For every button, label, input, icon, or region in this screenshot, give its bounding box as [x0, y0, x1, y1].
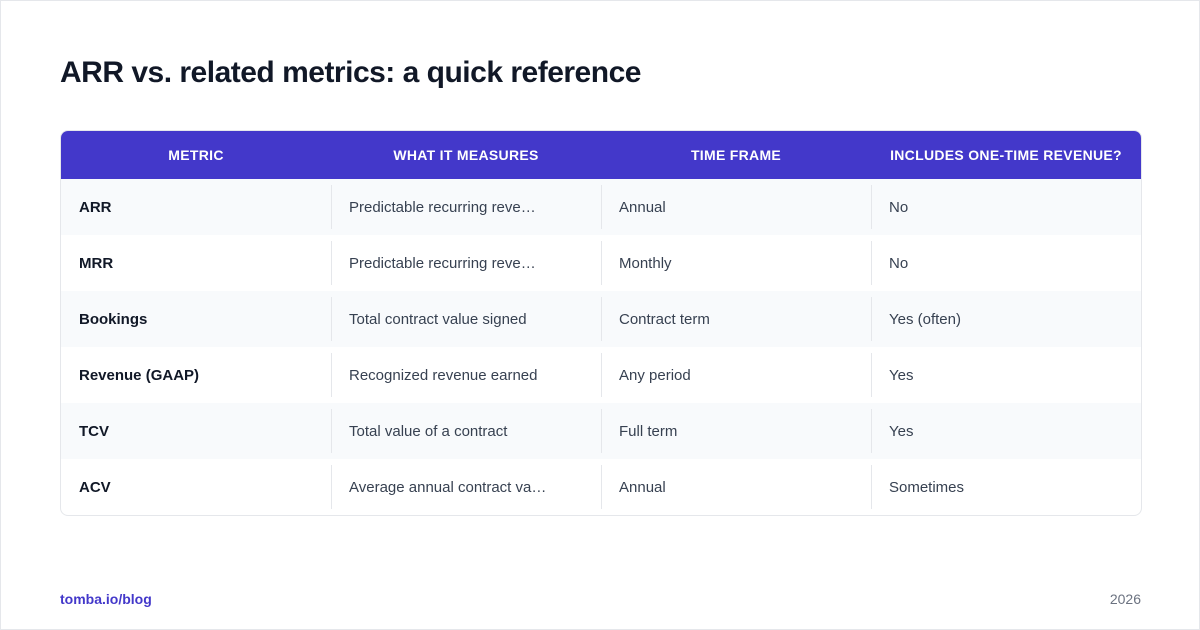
source-link[interactable]: tomba.io/blog	[60, 591, 152, 607]
table-cell: No	[871, 179, 1141, 235]
table-row: Bookings Total contract value signed Contr…	[61, 291, 1141, 347]
table-cell: Revenue (GAAP)	[79, 366, 200, 384]
column-header: TIME FRAME	[690, 147, 782, 163]
table-cell: Predictable recurring reve…	[331, 235, 601, 291]
table-cell: Annual	[601, 179, 871, 235]
table-cell: Predictable recurring reve…	[331, 179, 601, 235]
column-header: INCLUDES ONE-TIME REVENUE?	[890, 147, 1122, 163]
table: METRIC WHAT IT MEASURES TIME FRAME INCLUDES…	[60, 130, 1142, 516]
year: 2026	[1109, 591, 1141, 607]
table-row: ARR Predictable recurring reve… Annual No	[61, 179, 1141, 235]
table-cell: Recognized revenue earned	[331, 347, 601, 403]
table-cell: Bookings	[79, 310, 148, 328]
table-cell: Total contract value signed	[331, 291, 601, 347]
table-cell: Yes (often)	[871, 291, 1141, 347]
title: ARR vs. related metrics: a quick referen…	[60, 56, 641, 89]
table-row: TCV Total value of a contract Full term Yes	[61, 403, 1141, 459]
column-header: METRIC	[168, 147, 224, 163]
column-header: WHAT IT MEASURES	[393, 147, 539, 163]
table-cell: ARR	[79, 198, 112, 216]
table-cell: Monthly	[601, 235, 871, 291]
table-cell: TCV	[79, 422, 109, 440]
table-cell: Average annual contract va…	[331, 459, 601, 515]
table-cell: Full term	[601, 403, 871, 459]
table-cell: Contract term	[601, 291, 871, 347]
table-row: MRR Predictable recurring reve… Monthly No	[61, 235, 1141, 291]
table-cell: Total value of a contract	[331, 403, 601, 459]
table-row: ACV Average annual contract va… Annual Some…	[61, 459, 1141, 515]
table-body: ARR Predictable recurring reve… Annual No MR…	[61, 179, 1141, 515]
table-cell: No	[871, 235, 1141, 291]
table-row: Revenue (GAAP) Recognized revenue earned A…	[61, 347, 1141, 403]
table-cell: Sometimes	[871, 459, 1141, 515]
table-cell: Yes	[871, 347, 1141, 403]
table-cell: Annual	[601, 459, 871, 515]
header-row: METRIC WHAT IT MEASURES TIME FRAME INCLUDES…	[61, 131, 1141, 179]
table-cell: Any period	[601, 347, 871, 403]
table-cell: ACV	[79, 478, 111, 496]
table-cell: Yes	[871, 403, 1141, 459]
table-cell: MRR	[79, 254, 114, 272]
